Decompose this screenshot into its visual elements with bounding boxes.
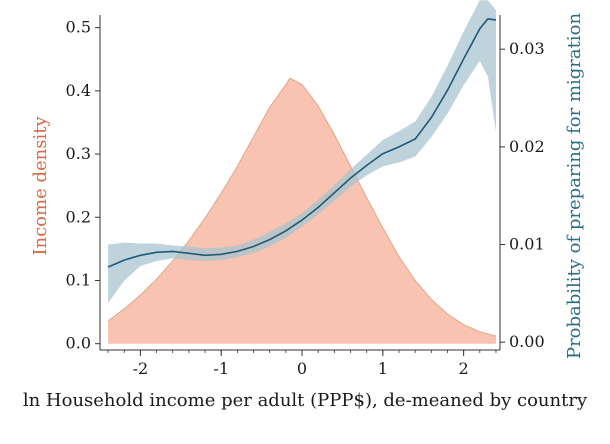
y-axis-right-label: Probability of preparing for migration: [564, 13, 585, 360]
plot-area: [107, 0, 497, 344]
y-left-tick-label: 0.4: [66, 81, 91, 100]
y-right-tick-label: 0.00: [509, 332, 545, 351]
migration-probability-line: [107, 18, 497, 268]
x-tick-label: 2: [459, 359, 469, 378]
y-left-tick-label: 0.0: [66, 334, 91, 353]
y-left-tick-label: 0.2: [66, 207, 91, 226]
axes: 0.0 0.1 0.2 0.3 0.4 0.5 0.00 0.01 0.02 0.03 -2 -1 0 1…: [66, 15, 545, 378]
y-right-tick-label: 0.03: [509, 39, 545, 58]
y-right-tick-label: 0.01: [509, 235, 545, 254]
confidence-band: [108, 0, 496, 304]
x-tick-label: -2: [133, 359, 149, 378]
x-tick-label: 0: [297, 359, 307, 378]
y-left-tick-label: 0.1: [66, 270, 91, 289]
x-axis-label: ln Household income per adult (PPP$), de…: [23, 390, 588, 411]
y-left-tick-label: 0.5: [66, 18, 91, 37]
x-tick-label: -1: [213, 359, 229, 378]
x-tick-label: 1: [378, 359, 388, 378]
y-left-tick-label: 0.3: [66, 144, 91, 163]
y-axis-left-label: Income density: [30, 116, 51, 256]
density-area: [108, 78, 496, 344]
y-right-tick-label: 0.02: [509, 137, 545, 156]
